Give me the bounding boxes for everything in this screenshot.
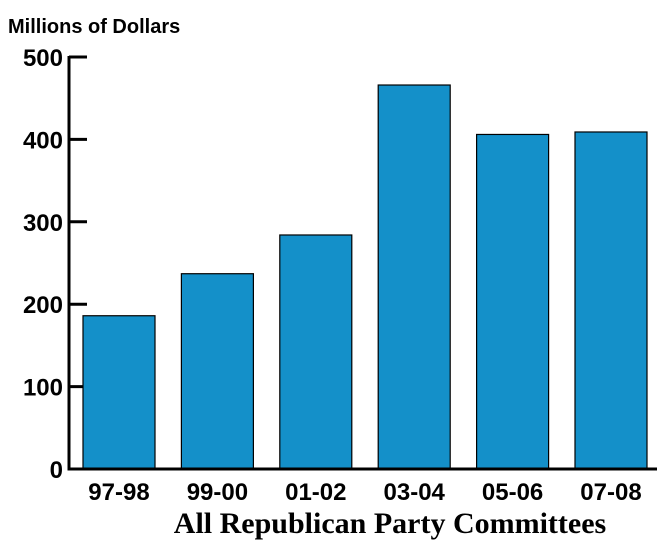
x-tick-label: 07-08 xyxy=(580,479,641,506)
bar-01-02 xyxy=(279,234,353,470)
x-axis-ticks: 97-98 99-00 01-02 03-04 05-06 07-08 xyxy=(88,479,641,506)
y-tick-label: 500 xyxy=(23,45,63,72)
x-tick-label: 05-06 xyxy=(482,479,543,506)
x-tick-label: 99-00 xyxy=(187,479,248,506)
y-axis-ticks: 0 100 200 300 400 500 xyxy=(23,45,87,484)
chart-title: All Republican Party Committees xyxy=(174,507,606,540)
x-tick-label: 01-02 xyxy=(285,479,346,506)
bar-07-08 xyxy=(574,131,648,470)
y-tick-label: 100 xyxy=(23,375,63,402)
bar-99-00 xyxy=(180,273,254,470)
x-tick-label: 03-04 xyxy=(384,479,446,506)
bar-05-06 xyxy=(476,133,550,470)
bars xyxy=(82,84,648,470)
y-axis-label: Millions of Dollars xyxy=(8,16,180,38)
y-tick-label: 400 xyxy=(23,127,63,154)
bar-97-98 xyxy=(82,315,156,470)
bar-03-04 xyxy=(377,84,451,470)
y-tick-label: 0 xyxy=(50,457,63,484)
x-tick-label: 97-98 xyxy=(88,479,149,506)
y-tick-label: 300 xyxy=(23,210,63,237)
y-tick-label: 200 xyxy=(23,292,63,319)
